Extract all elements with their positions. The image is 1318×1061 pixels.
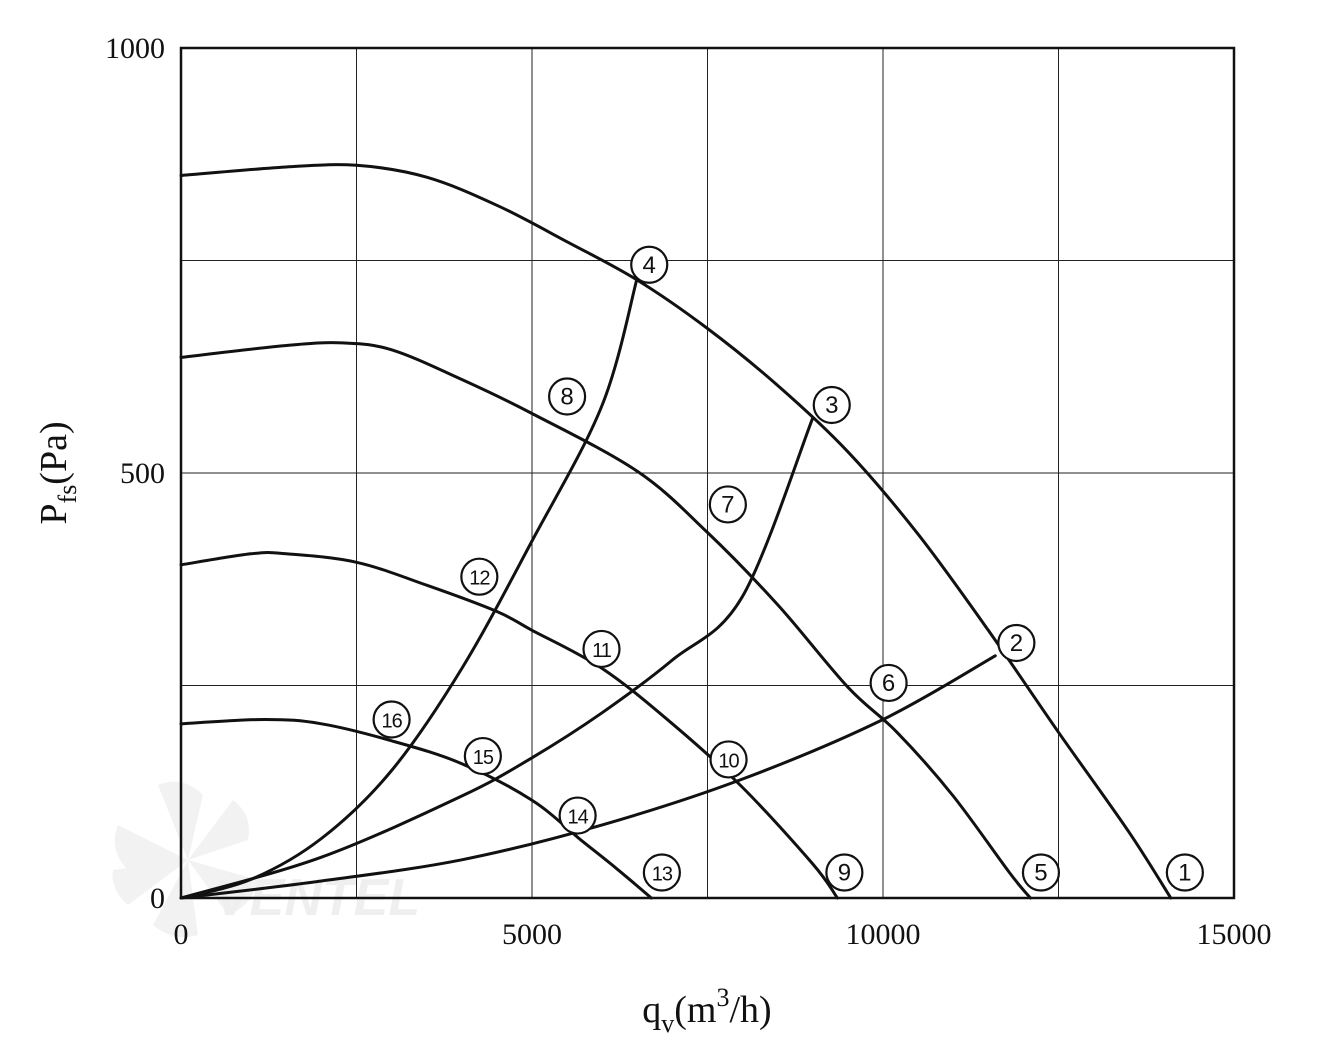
marker-circle (558, 796, 597, 835)
marker-label: 15 (463, 736, 502, 776)
marker-circle (630, 245, 669, 284)
marker-circle (460, 557, 499, 596)
y-axis-label: Pfs(Pa) (33, 421, 82, 524)
system-curve (179, 416, 815, 900)
marker-circle (547, 377, 587, 416)
marker-number: 3 (825, 392, 838, 419)
marker-label: 10 (709, 740, 748, 779)
marker-circle (708, 485, 747, 524)
marker-number: 15 (473, 747, 494, 769)
marker-label: 16 (372, 700, 411, 739)
marker-number: 12 (469, 568, 490, 590)
x-tick-label: 10000 (846, 918, 921, 951)
marker-number: 16 (381, 711, 402, 733)
y-tick-label: 500 (120, 457, 165, 490)
marker-label: 12 (460, 557, 499, 596)
x-tick-label: 15000 (1197, 918, 1272, 951)
marker-label: 14 (558, 796, 597, 835)
fan-curve (179, 551, 839, 900)
marker-number: 7 (721, 491, 734, 518)
y-tick-label: 1000 (105, 32, 165, 65)
fan-curve (179, 718, 653, 900)
system-curve (179, 654, 997, 900)
marker-number: 10 (718, 750, 739, 772)
marker-label: 9 (825, 853, 864, 892)
marker-label: 8 (547, 377, 587, 416)
marker-label: 4 (630, 245, 669, 284)
marker-number: 5 (1034, 860, 1047, 887)
marker-circle (372, 700, 411, 739)
marker-label: 7 (708, 485, 747, 524)
marker-label: 1 (1165, 853, 1204, 892)
curves (179, 163, 1173, 900)
watermark-fan-icon (112, 781, 258, 938)
fan-curve (179, 163, 1173, 900)
y-tick-label: 0 (150, 882, 165, 915)
marker-circle (869, 663, 908, 703)
marker-number: 2 (1010, 630, 1023, 657)
x-tick-label: 5000 (502, 918, 562, 951)
x-tick-label: 0 (174, 918, 189, 951)
marker-label: 2 (997, 623, 1036, 663)
marker-circle (642, 853, 681, 892)
marker-circle (825, 853, 864, 892)
marker-number: 14 (568, 807, 589, 829)
marker-number: 4 (643, 252, 656, 279)
marker-label: 6 (869, 663, 908, 703)
marker-number: 11 (592, 640, 612, 662)
marker-label: 11 (582, 629, 621, 669)
marker-circle (812, 385, 851, 425)
marker-number: 6 (882, 670, 895, 697)
marker-circle (1021, 853, 1061, 892)
marker-circle (582, 629, 621, 669)
axis-ticks: 0 5000 10000 15000 0 500 1000 (105, 32, 1272, 951)
marker-number: 13 (652, 864, 673, 886)
plot-frame (179, 46, 1236, 900)
marker-circle (709, 740, 748, 779)
x-axis-label: qv(m3/h) (642, 983, 771, 1038)
marker-label: 13 (642, 853, 681, 892)
marker-circle (463, 736, 502, 776)
system-curve (179, 276, 639, 900)
marker-label: 3 (812, 385, 851, 425)
marker-number: 8 (560, 384, 573, 411)
marker-circle (1165, 853, 1204, 892)
marker-number: 9 (838, 860, 851, 887)
fan-curve (179, 341, 1032, 900)
marker-number: 1 (1178, 860, 1191, 887)
marker-circle (997, 623, 1036, 663)
marker-label: 5 (1021, 853, 1061, 892)
grid (181, 48, 1234, 898)
